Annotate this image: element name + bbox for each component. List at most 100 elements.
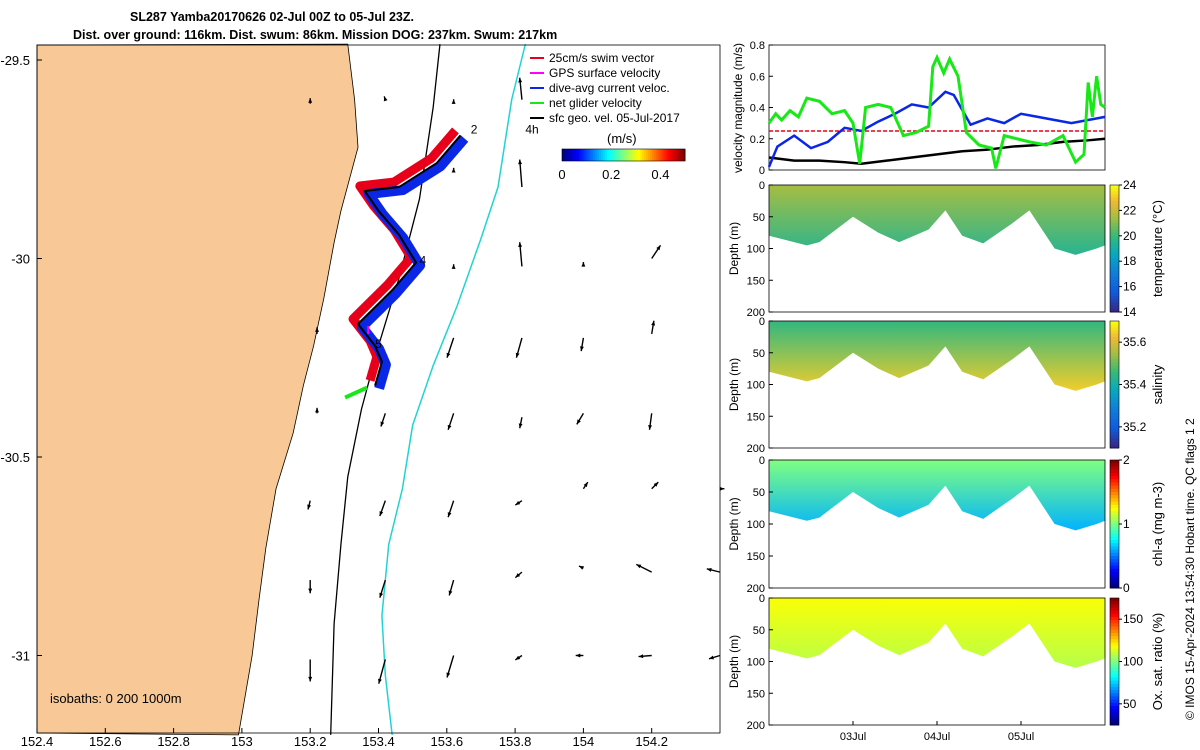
geo-velocity-arrow <box>514 571 523 579</box>
geo-velocity-arrow <box>635 563 653 573</box>
colorbar-cell <box>1110 299 1119 303</box>
colorbar-cell <box>1110 378 1119 382</box>
data-field <box>769 598 1105 668</box>
colorbar-cell <box>1110 194 1119 199</box>
y-tick-label: 0.8 <box>750 40 765 52</box>
geo-velocity-arrow <box>315 327 319 334</box>
geo-velocity-arrow <box>308 580 313 594</box>
colorbar-cell <box>1110 492 1119 496</box>
arrow-head <box>656 245 661 251</box>
colorbar-cell <box>1110 327 1119 332</box>
geo-velocity-arrow <box>651 244 662 259</box>
x-tick-label: 152.6 <box>89 734 122 749</box>
colorbar-cell <box>609 149 612 161</box>
colorbar-tick-label: 18 <box>1123 254 1137 268</box>
colorbar-cell <box>564 149 567 161</box>
colorbar-cell <box>1110 422 1119 427</box>
colorbar-cell <box>1110 286 1119 291</box>
colorbar-cell <box>1110 705 1119 710</box>
geo-velocity-arrow <box>315 407 319 414</box>
geo-velocity-arrow <box>719 486 725 491</box>
colorbar-cell <box>1110 435 1119 439</box>
geo-velocity-arrow <box>514 500 523 506</box>
y-tick-label: 150 <box>747 688 765 700</box>
colorbar-cell <box>1110 667 1119 672</box>
colorbar-cell <box>1110 636 1119 640</box>
colorbar-cell <box>678 149 682 161</box>
colorbar-cell <box>1110 715 1119 720</box>
colorbar-cell <box>1110 485 1119 490</box>
colorbar-cell <box>1110 683 1119 688</box>
colorbar-cell <box>1110 280 1119 284</box>
geo-velocity-arrow <box>383 96 388 102</box>
y-tick-label: 100 <box>747 244 765 256</box>
track-label: 4h <box>525 122 538 136</box>
colorbar-cell <box>1110 460 1119 464</box>
colorbar-cell <box>635 149 639 161</box>
geo-velocity-arrow <box>582 481 589 490</box>
colorbar-cell <box>1110 200 1119 205</box>
colorbar-cell <box>1110 527 1119 531</box>
geo-velocity-arrow <box>651 481 659 490</box>
y-tick-label: 0 <box>759 316 765 328</box>
colorbar-cell <box>611 149 614 161</box>
colorbar-tick-label: 16 <box>1123 280 1137 294</box>
colorbar-cell <box>566 149 569 161</box>
arrow-head <box>648 425 653 430</box>
colorbar-cell <box>562 149 565 161</box>
colorbar-cell <box>1110 245 1119 249</box>
colorbar-cell <box>641 149 645 161</box>
geo-velocity-arrow <box>447 413 455 431</box>
colorbar-cell <box>1110 292 1119 297</box>
colorbar-cell <box>1110 642 1119 647</box>
land-area <box>36 43 359 736</box>
colorbar-cell <box>1110 352 1119 357</box>
colorbar-cell <box>590 149 594 161</box>
colorbar-cell <box>658 149 661 161</box>
colorbar-cell <box>574 149 577 161</box>
geo-velocity-arrow <box>378 659 387 684</box>
colorbar-cell <box>1110 248 1119 253</box>
velocity-ylabel: velocity magnitude (m/s) <box>731 43 745 173</box>
colorbar-cell <box>637 149 641 161</box>
colorbar-cell <box>1110 578 1119 583</box>
arrow-head <box>576 419 581 425</box>
colorbar-cell <box>1110 479 1119 483</box>
colorbar-cell <box>1110 226 1119 230</box>
colorbar-cell <box>1110 238 1119 243</box>
colorbar-cell <box>605 149 608 161</box>
colorbar-cell <box>1110 620 1119 624</box>
colorbar-cell <box>1110 400 1119 405</box>
colorbar-cell <box>1110 693 1119 697</box>
colorbar-cell <box>1110 645 1119 650</box>
colorbar-tick-label: 0 <box>558 167 565 182</box>
colorbar-label: chl-a (mg m-3) <box>1150 482 1165 567</box>
y-tick-label: 50 <box>753 212 765 224</box>
colorbar-cell <box>1110 501 1119 506</box>
colorbar-cell <box>1110 264 1119 269</box>
arrow-head <box>636 564 642 569</box>
colorbar-cell <box>1110 648 1119 653</box>
colorbar-cell <box>1110 664 1119 669</box>
y-tick-label: 150 <box>747 551 765 563</box>
arrow-head <box>448 590 453 596</box>
colorbar-cell <box>1110 536 1119 541</box>
arrow-head <box>581 262 586 267</box>
colorbar-cell <box>625 149 629 161</box>
colorbar-cell <box>619 149 622 161</box>
colorbar-cell <box>1110 686 1119 691</box>
colorbar-cell <box>1110 365 1119 370</box>
colorbar-cell <box>1110 191 1119 196</box>
y-tick-label: 200 <box>747 720 765 732</box>
colorbar-cell <box>1110 258 1119 262</box>
colorbar-label: salinity <box>1150 364 1165 404</box>
y-tick-label: 0.4 <box>750 103 765 115</box>
colorbar-cell <box>1110 324 1119 328</box>
colorbar-cell <box>1110 572 1119 576</box>
colorbar-cell <box>1110 476 1119 480</box>
legend-label: net glider velocity <box>549 96 642 110</box>
depth-ylabel: Depth (m) <box>727 222 741 275</box>
velocity-frame <box>768 44 1106 171</box>
legend-label: 25cm/s swim vector <box>549 51 654 65</box>
